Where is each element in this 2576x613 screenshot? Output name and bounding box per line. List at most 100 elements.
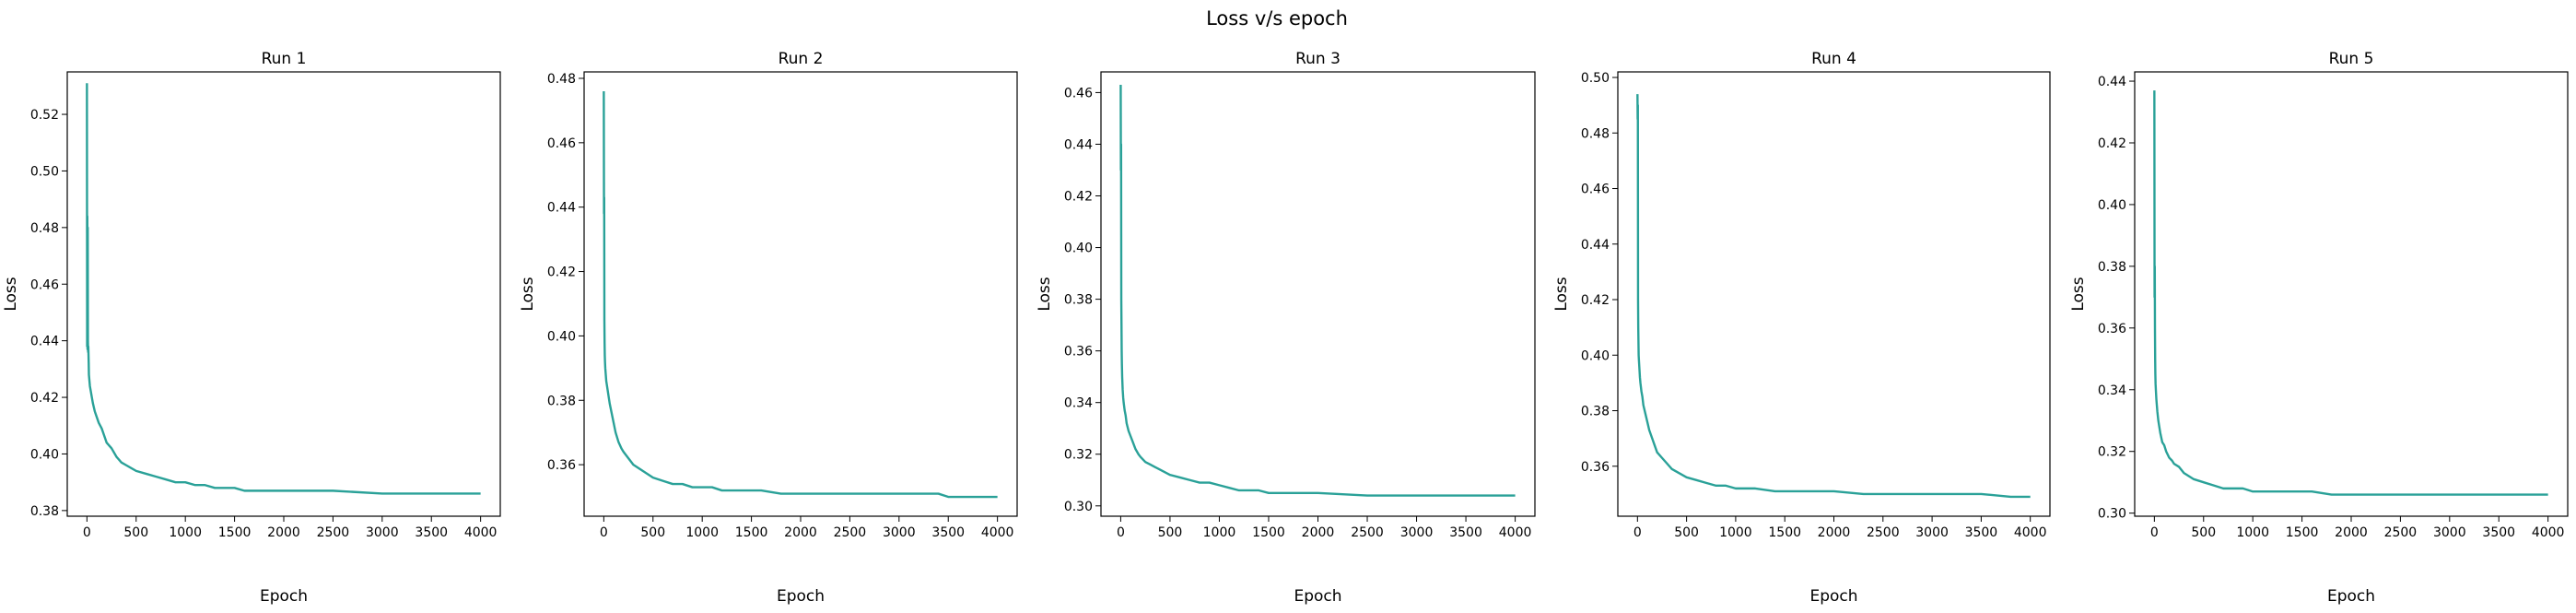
x-axis-label: Epoch: [2327, 587, 2375, 606]
y-tick-label: 0.48: [30, 221, 59, 236]
y-tick-label: 0.34: [2098, 383, 2126, 398]
y-axis-label: Loss: [2, 277, 20, 311]
x-tick-label: 3000: [366, 525, 399, 540]
y-tick-label: 0.40: [2098, 198, 2126, 213]
x-tick-label: 3000: [2433, 525, 2466, 540]
x-tick-label: 2000: [784, 525, 817, 540]
y-tick-label: 0.46: [30, 277, 59, 292]
subplot-title: Run 3: [1295, 50, 1341, 68]
y-tick-label: 0.30: [1064, 500, 1093, 514]
y-tick-label: 0.38: [1064, 293, 1093, 308]
x-tick-label: 1500: [2286, 525, 2319, 540]
x-tick-label: 2500: [317, 525, 350, 540]
subplots: Run 1 Epoch Loss 0 500 1000 1500 2000 2500 3000 35…: [2, 50, 2569, 606]
x-tick-label: 1000: [2236, 525, 2269, 540]
x-tick-label: 1000: [1719, 525, 1752, 540]
y-tick-label: 0.40: [30, 447, 59, 462]
y-tick-label: 0.36: [1581, 460, 1610, 475]
y-tick-label: 0.38: [1581, 405, 1610, 419]
x-tick-label: 1500: [1768, 525, 1801, 540]
loss-series-line: [2153, 90, 2548, 496]
y-tick-label: 0.38: [30, 504, 59, 519]
y-axis-label: Loss: [1552, 277, 1571, 311]
x-tick-label: 3000: [1400, 525, 1434, 540]
figure-suptitle: Loss v/s epoch: [1206, 7, 1348, 29]
y-tick-label: 0.46: [1581, 183, 1610, 197]
x-tick-label: 3500: [2482, 525, 2515, 540]
y-tick-label: 0.32: [2098, 445, 2126, 460]
subplot-title: Run 2: [779, 50, 824, 68]
x-tick-label: 1500: [735, 525, 768, 540]
y-tick-label: 0.44: [30, 335, 59, 349]
y-axis-label: Loss: [2069, 277, 2088, 311]
subplot-run-5: Run 5 Epoch Loss 0 500 1000 1500 2000 2500 3000 35…: [2069, 50, 2569, 606]
y-axis-label: Loss: [1036, 277, 1054, 311]
loss-series-line: [86, 83, 481, 495]
x-tick-label: 1500: [1252, 525, 1285, 540]
x-tick-label: 3500: [931, 525, 965, 540]
y-tick-label: 0.42: [2098, 136, 2126, 151]
x-tick-label: 2000: [2335, 525, 2368, 540]
x-tick-label: 4000: [2532, 525, 2565, 540]
y-tick-label: 0.44: [1064, 137, 1093, 152]
x-tick-label: 2000: [1818, 525, 1851, 540]
x-tick-label: 4000: [2014, 525, 2047, 540]
y-tick-label: 0.34: [1064, 396, 1093, 411]
x-tick-label: 0: [83, 525, 91, 540]
loss-series-line: [603, 90, 998, 499]
x-tick-label: 4000: [981, 525, 1014, 540]
x-tick-label: 2500: [2384, 525, 2418, 540]
x-tick-label: 3000: [1915, 525, 1949, 540]
x-tick-label: 1000: [169, 525, 202, 540]
subplot-title: Run 1: [262, 50, 307, 68]
x-tick-label: 3500: [1449, 525, 1482, 540]
y-tick-label: 0.38: [547, 394, 576, 408]
y-tick-label: 0.36: [547, 458, 576, 473]
x-tick-label: 0: [1633, 525, 1642, 540]
y-tick-label: 0.52: [30, 108, 59, 123]
x-tick-label: 3500: [415, 525, 448, 540]
x-tick-label: 4000: [464, 525, 498, 540]
x-axis-label: Epoch: [1809, 587, 1857, 606]
x-tick-label: 3000: [883, 525, 916, 540]
x-tick-label: 1500: [218, 525, 252, 540]
y-tick-label: 0.42: [1581, 293, 1610, 308]
y-tick-label: 0.36: [1064, 345, 1093, 360]
subplot-title: Run 5: [2329, 50, 2374, 68]
y-tick-label: 0.42: [547, 265, 576, 280]
y-tick-label: 0.40: [547, 329, 576, 344]
x-tick-label: 500: [1674, 525, 1699, 540]
y-tick-label: 0.48: [1581, 126, 1610, 141]
x-tick-label: 500: [1158, 525, 1183, 540]
y-tick-label: 0.50: [1581, 71, 1610, 86]
y-tick-label: 0.42: [1064, 190, 1093, 205]
x-tick-label: 1000: [1203, 525, 1236, 540]
x-tick-label: 2000: [267, 525, 300, 540]
x-tick-label: 0: [2150, 525, 2159, 540]
x-tick-label: 4000: [1499, 525, 1532, 540]
x-axis-label: Epoch: [777, 587, 825, 606]
y-tick-label: 0.30: [2098, 507, 2126, 522]
y-tick-label: 0.50: [30, 164, 59, 179]
subplot-run-4: Run 4 Epoch Loss 0 500 1000 1500 2000 2500 3000 35…: [1552, 50, 2051, 606]
y-tick-label: 0.44: [547, 201, 576, 216]
y-tick-label: 0.48: [547, 72, 576, 87]
loss-series-line: [1636, 94, 2031, 499]
subplot-run-3: Run 3 Epoch Loss 0 500 1000 1500 2000 2500 3000 35…: [1036, 50, 1536, 606]
x-tick-label: 0: [1117, 525, 1125, 540]
y-tick-label: 0.42: [30, 391, 59, 406]
y-tick-label: 0.46: [1064, 86, 1093, 100]
y-tick-label: 0.40: [1064, 242, 1093, 256]
x-tick-label: 3500: [1965, 525, 1998, 540]
y-tick-label: 0.44: [1581, 238, 1610, 253]
x-tick-label: 2500: [1351, 525, 1384, 540]
x-tick-label: 2000: [1302, 525, 1335, 540]
x-tick-label: 2500: [834, 525, 867, 540]
y-tick-label: 0.44: [2098, 75, 2126, 89]
subplot-title: Run 4: [1811, 50, 1856, 68]
x-tick-label: 2500: [1867, 525, 1900, 540]
x-axis-label: Epoch: [260, 587, 308, 606]
y-tick-label: 0.32: [1064, 448, 1093, 463]
